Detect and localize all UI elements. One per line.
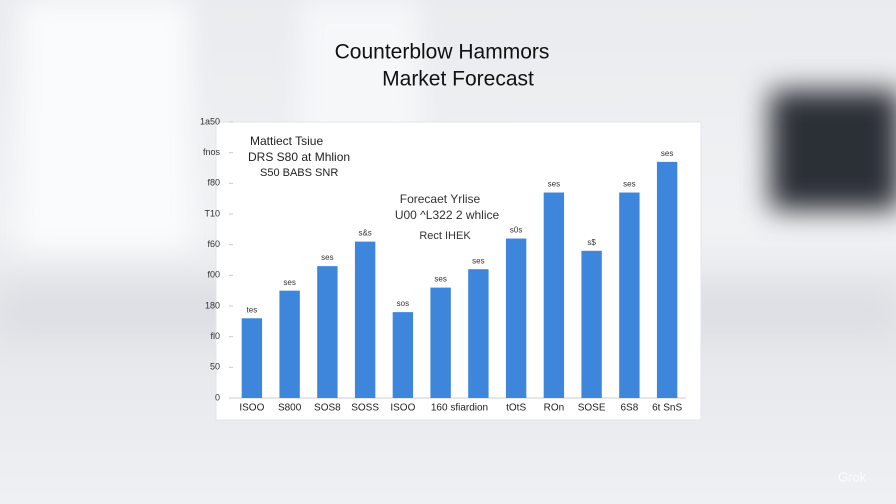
bar (354, 241, 376, 398)
legend-text: Rect IHEK (419, 230, 471, 242)
bar (505, 238, 527, 398)
y-tick-label: f00 (207, 270, 220, 280)
bar-label: ses (548, 180, 560, 189)
bar (392, 312, 414, 398)
bar (543, 192, 565, 398)
bar (317, 266, 338, 398)
bar-label: s$ (587, 238, 596, 247)
bar-label: ses (623, 180, 635, 189)
bar-label: ses (434, 275, 446, 284)
bar (468, 269, 489, 398)
bar (430, 287, 451, 398)
x-tick-label: 6S8 (620, 403, 638, 414)
bar (241, 318, 263, 398)
chart-title: Counterblow Hammors (335, 41, 550, 64)
y-tick-label: T10 (204, 208, 220, 218)
bar-label: ses (661, 149, 673, 158)
legend-text: Forecaet Yrlise (400, 192, 481, 206)
bar (279, 290, 300, 398)
bar-label: tes (247, 305, 258, 314)
y-tick-label: fl0 (210, 331, 220, 341)
legend-text: DRS S80 at Mhlion (248, 150, 350, 164)
y-tick-label: 180 (205, 300, 220, 310)
x-tick-label: SOSE (578, 403, 606, 414)
x-tick-label: 6t SnS (652, 403, 682, 414)
chart-subtitle: Market Forecast (382, 68, 534, 91)
y-tick-label: 50 (210, 362, 220, 372)
window-glow (20, 0, 190, 250)
bar-label: ses (283, 278, 295, 287)
x-tick-label: 160 sfiardion (431, 403, 488, 414)
bar (581, 250, 602, 398)
x-tick-label: ROn (544, 403, 565, 414)
y-tick-label: fnos (203, 147, 221, 157)
legend-text: Mattiect Tsiue (250, 134, 323, 148)
bar (656, 161, 678, 398)
bar-label: ses (321, 253, 333, 262)
x-tick-label: SOS8 (314, 403, 341, 414)
x-tick-label: tOtS (506, 403, 526, 414)
legend-text: U00 ^L322 2 whlice (395, 208, 500, 222)
x-tick-label: ISOO (239, 403, 264, 414)
y-tick-label: 0 (215, 392, 220, 402)
bar-label: s0s (510, 226, 522, 235)
bar-label: sos (397, 299, 409, 308)
x-tick-label: SOSS (351, 403, 379, 414)
watermark: Grok (838, 469, 867, 484)
x-tick-label: S800 (278, 403, 302, 414)
y-tick-label: f80 (207, 178, 220, 188)
bar-label: ses (472, 256, 484, 265)
bar-label: s&s (358, 229, 371, 238)
legend-text: S50 BABS SNR (260, 167, 338, 179)
y-tick-label: f60 (207, 239, 220, 249)
bar (619, 192, 640, 398)
x-tick-label: ISOO (390, 403, 415, 414)
y-tick-label: 1a50 (200, 116, 220, 126)
monitor (770, 90, 896, 210)
